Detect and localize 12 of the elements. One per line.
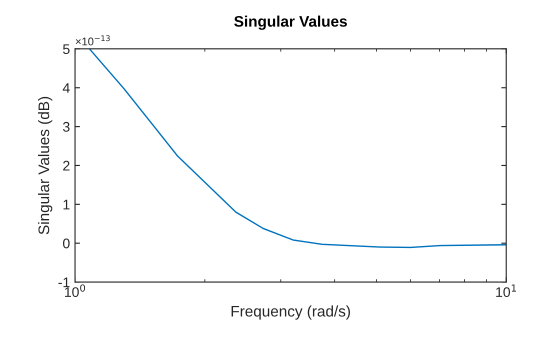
text: ×10$^{−13}$	[76, 35, 110, 46]
chart-title: Singular Values	[234, 16, 347, 30]
x-axis-title: Frequency (rad/s)	[232, 305, 350, 320]
y-tick-label: 3	[62, 122, 70, 132]
y-tick-label: 0	[63, 238, 70, 248]
y-tick-label: 4	[62, 83, 70, 93]
y-tick-label: 2	[63, 160, 70, 170]
y-tick-label: 1	[64, 200, 70, 210]
x-tick-label: 10$^{1}$	[496, 284, 516, 298]
y-tick-label: -1	[58, 278, 70, 288]
y-axis-title: Singular Values (dB)	[38, 96, 52, 234]
y-tick-label: 5	[63, 44, 70, 54]
